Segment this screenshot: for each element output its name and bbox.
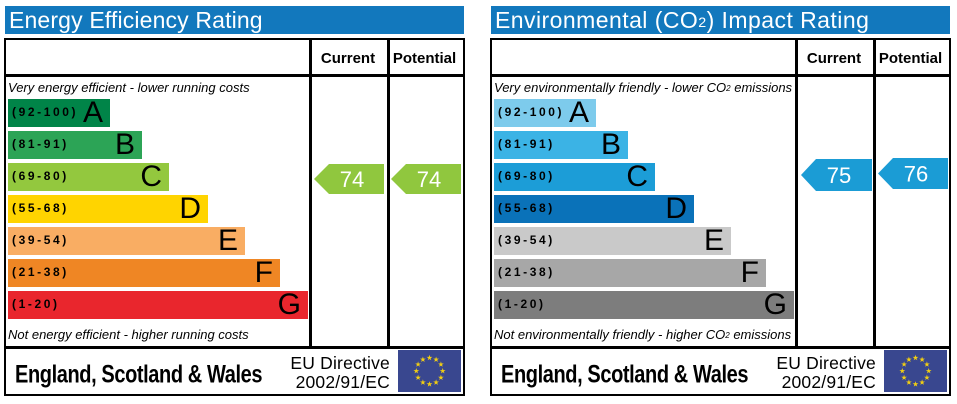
svg-text:74: 74: [340, 166, 364, 191]
svg-text:75: 75: [827, 162, 851, 187]
svg-text:76: 76: [904, 161, 928, 186]
svg-text:74: 74: [416, 166, 440, 191]
